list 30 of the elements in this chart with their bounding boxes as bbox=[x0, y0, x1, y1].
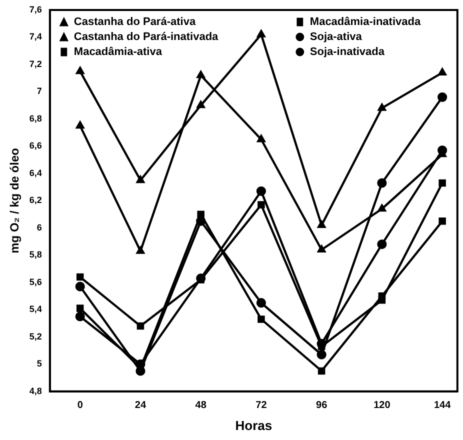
x-tick-label: 48 bbox=[195, 400, 207, 412]
x-tick-label: 120 bbox=[374, 400, 391, 412]
y-tick-label: 5 bbox=[36, 358, 42, 369]
y-tick-label: 6,4 bbox=[29, 168, 42, 178]
y-tick-label: 5,4 bbox=[29, 304, 42, 314]
x-tick-label: 24 bbox=[134, 400, 146, 412]
x-tick-label: 72 bbox=[256, 400, 268, 412]
legend-label: Macadâmia-inativada bbox=[310, 16, 422, 28]
y-tick-label: 7,4 bbox=[29, 32, 42, 42]
y-axis-title: mg O₂ / kg de óleo bbox=[8, 148, 22, 254]
y-tick-label: 5,6 bbox=[29, 276, 42, 287]
y-tick-label: 7,2 bbox=[29, 58, 42, 69]
legend-label: Soja-ativa bbox=[310, 31, 363, 44]
legend-label: Soja-inativada bbox=[310, 46, 386, 58]
x-tick-label: 96 bbox=[316, 400, 328, 412]
legend-label: Macadâmia-ativa bbox=[74, 46, 163, 58]
legend-label: Castanha do Pará-inativada bbox=[74, 31, 220, 44]
y-tick-label: 7,6 bbox=[29, 4, 42, 14]
y-tick-label: 5,8 bbox=[29, 250, 42, 260]
y-tick-label: 6 bbox=[36, 222, 42, 232]
y-tick-label: 7 bbox=[36, 86, 42, 96]
y-tick-label: 6,2 bbox=[29, 195, 42, 206]
y-tick-label: 6,8 bbox=[29, 113, 42, 124]
y-tick-label: 4,8 bbox=[29, 386, 42, 396]
y-tick-label: 6,6 bbox=[29, 140, 42, 151]
x-tick-label: 144 bbox=[434, 400, 452, 412]
x-axis-title: Horas bbox=[235, 418, 272, 433]
y-tick-label: 5,2 bbox=[29, 331, 42, 342]
legend-label: Castanha do Pará-ativa bbox=[74, 16, 196, 28]
x-tick-label: 0 bbox=[77, 400, 84, 412]
